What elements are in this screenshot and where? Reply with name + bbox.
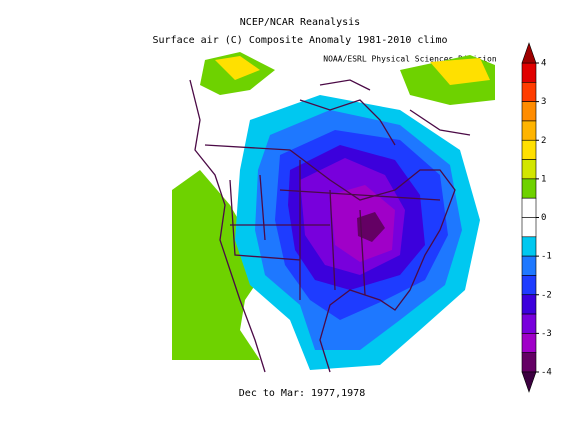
colorbar-tick-label: 3	[541, 97, 546, 107]
colorbar: 4 3 2 1 0 -1 -2 -3 -4	[521, 42, 552, 393]
colorbar-segment	[521, 178, 537, 199]
warm-region	[430, 58, 490, 85]
colorbar-segment	[521, 236, 537, 257]
colorbar-segment	[521, 275, 537, 296]
colorbar-segment	[521, 294, 537, 315]
warm-region	[172, 170, 262, 360]
colorbar-tick-label: 2	[541, 136, 546, 146]
colorbar-segment	[521, 62, 537, 83]
coastline	[204, 144, 456, 373]
credit: NOAA/ESRL Physical Sciences Division	[323, 55, 497, 64]
colorbar-segment	[521, 313, 537, 334]
colorbar-segment	[521, 217, 537, 238]
colorbar-tick-label: -4	[541, 368, 552, 378]
anomaly-band	[357, 212, 385, 242]
colorbar-cap	[521, 371, 537, 393]
colorbar-segment	[521, 197, 537, 218]
coastline	[299, 79, 471, 146]
coastlines	[189, 79, 471, 373]
colorbar-tick-label: 0	[541, 213, 546, 223]
subtitle: Surface air (C) Composite Anomaly 1981-2…	[152, 35, 447, 46]
colorbar-tick-label: 1	[541, 174, 546, 184]
warm-region	[215, 56, 260, 80]
colorbar-segment	[521, 139, 537, 160]
colorbar-segment	[521, 82, 537, 102]
colorbar-segment	[521, 120, 537, 141]
colorbar-segment	[521, 255, 537, 276]
colorbar-tick-label: -3	[541, 329, 552, 339]
coastline	[189, 79, 266, 373]
title: NCEP/NCAR Reanalysis	[240, 17, 360, 28]
colorbar-tick-label: -1	[541, 252, 552, 262]
colorbar-cap	[521, 42, 537, 64]
colorbar-segment	[521, 101, 537, 122]
colorbar-segment	[521, 333, 537, 353]
colorbar-tick-label: 4	[541, 59, 546, 69]
footer: Dec to Mar: 1977,1978	[239, 388, 365, 399]
colorbar-segment	[521, 352, 537, 373]
border	[229, 160, 441, 300]
colorbar-tick-label: -2	[541, 290, 552, 300]
warm-region	[205, 200, 232, 255]
colorbar-segment	[521, 159, 537, 180]
